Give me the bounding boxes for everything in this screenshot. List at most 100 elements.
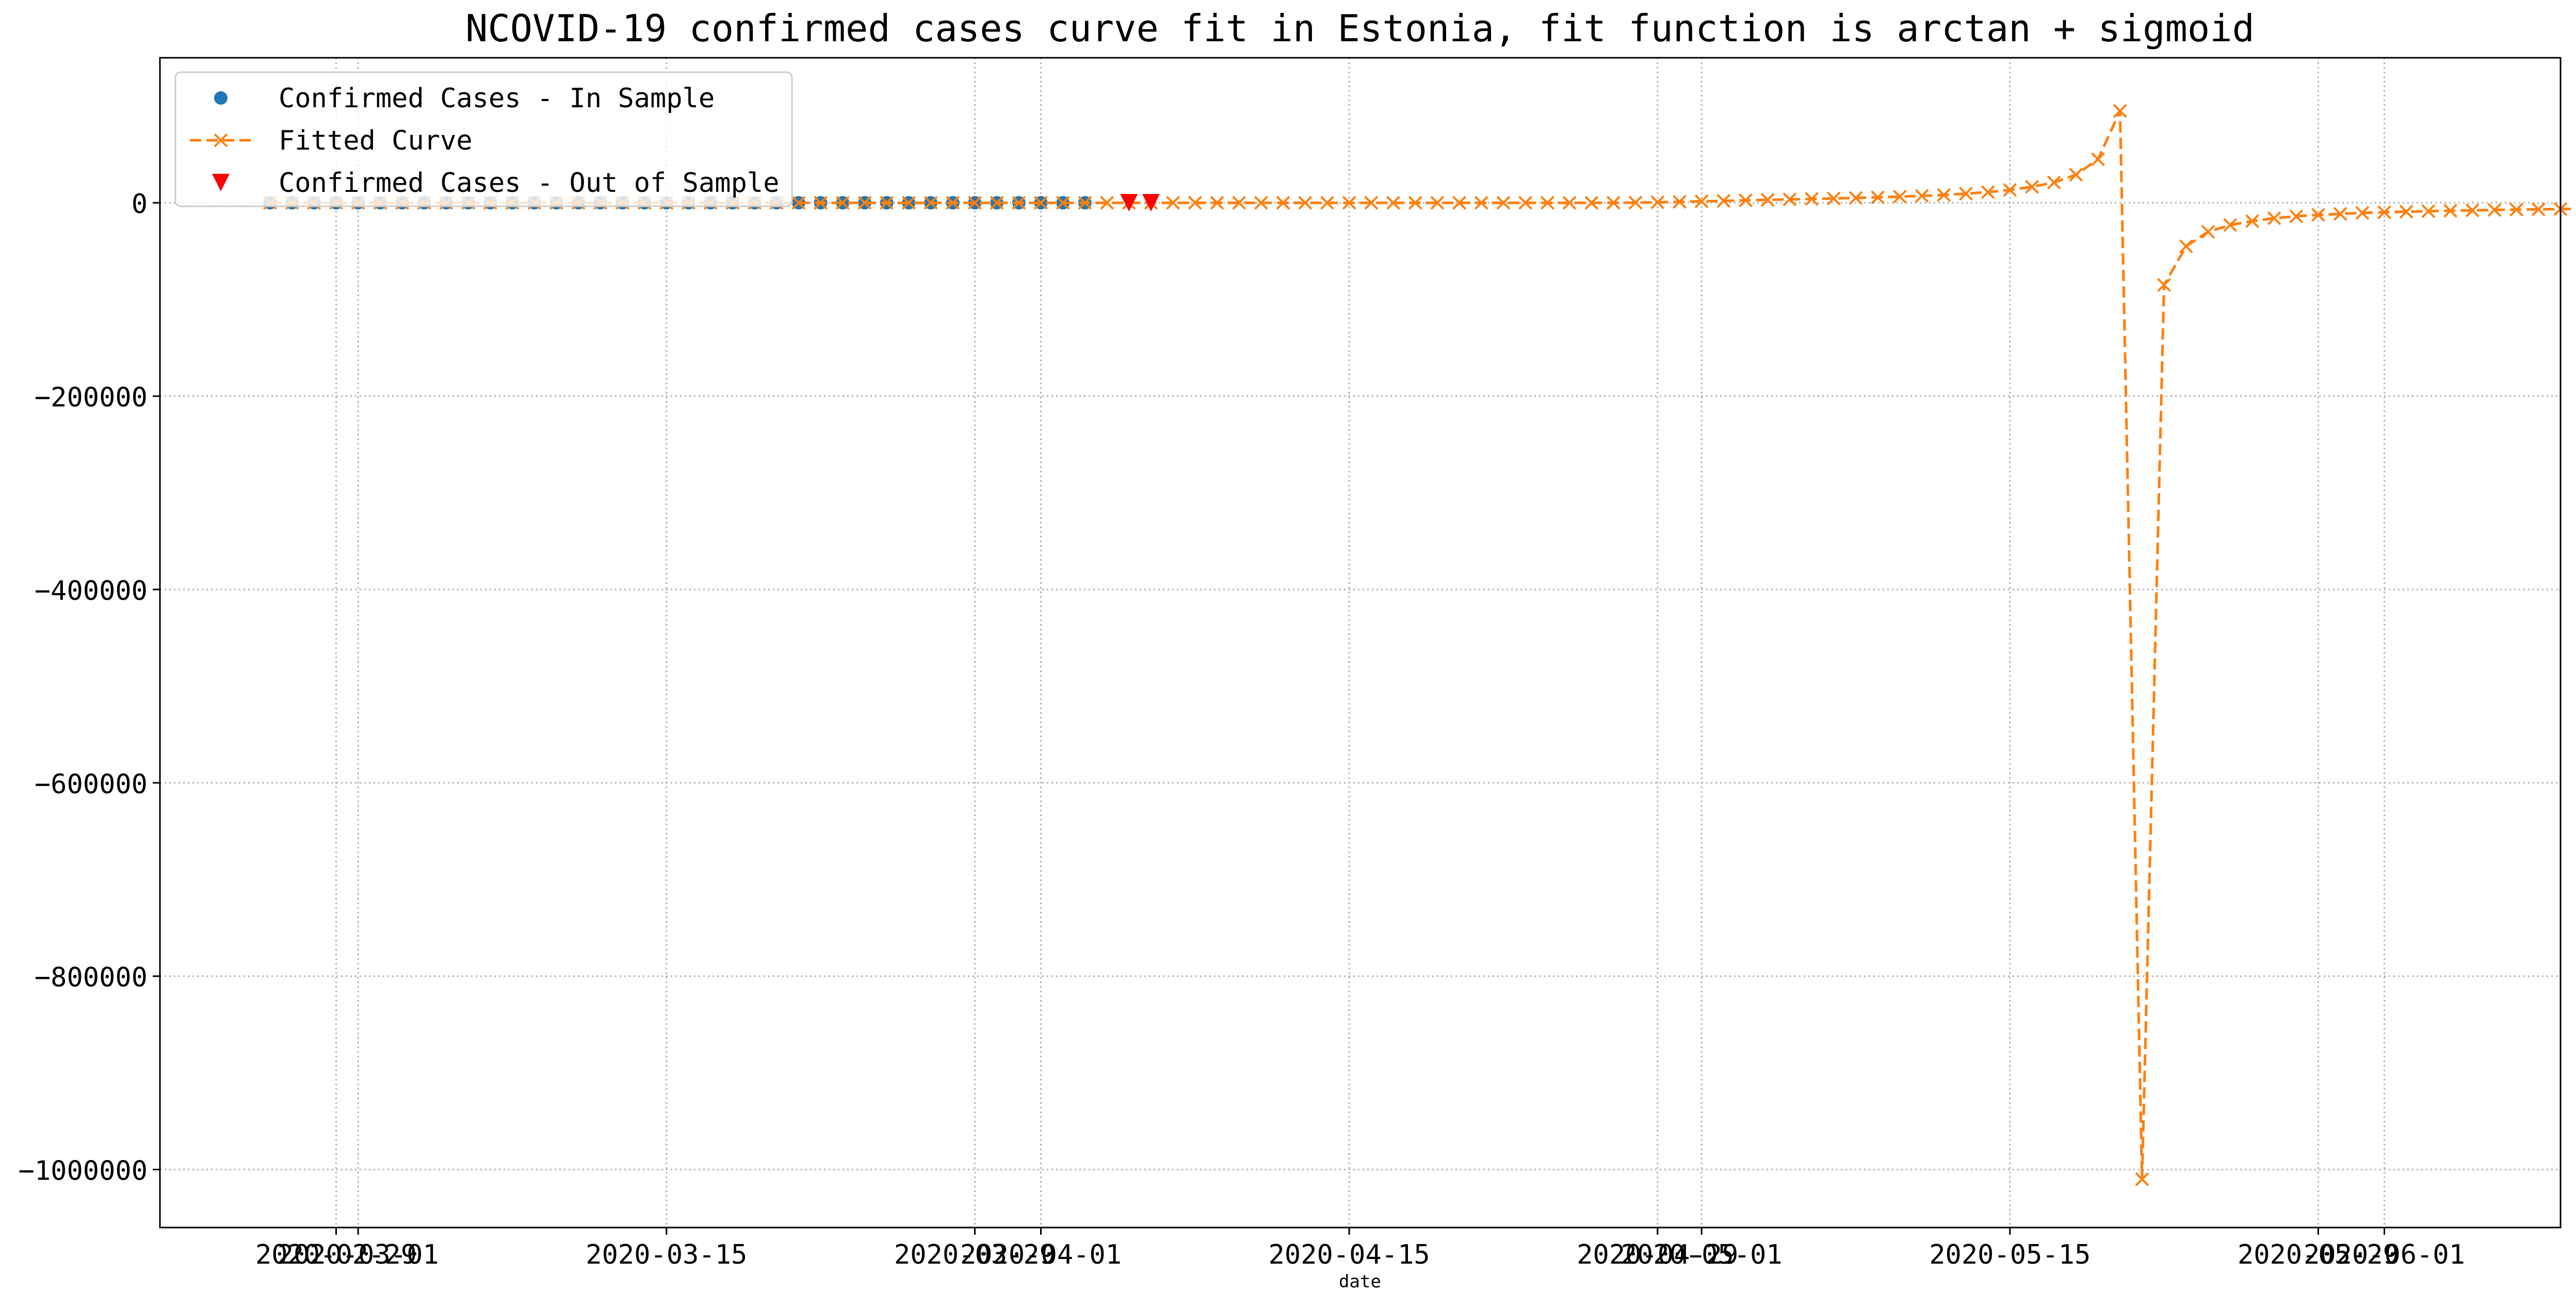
legend-entry: Fitted Curve <box>190 125 473 156</box>
legend: Confirmed Cases - In Sample Fitted Curve C… <box>174 71 793 207</box>
fitted-point <box>2509 203 2524 217</box>
fitted-point <box>2399 204 2413 219</box>
fitted-point <box>1650 195 1665 209</box>
y-tick-label: 0 <box>132 189 148 220</box>
grid <box>160 58 2561 1228</box>
fitted-point <box>857 195 872 210</box>
plot-frame <box>159 57 2562 1229</box>
x-tick-label: 2020-03-15 <box>586 1239 747 1270</box>
legend-marker <box>212 174 230 191</box>
x-tick-label: 2020-03-01 <box>278 1239 439 1270</box>
fitted-point <box>1937 188 1951 202</box>
fitted-point <box>2157 278 2172 292</box>
fitted-point <box>2113 104 2127 118</box>
legend-marker <box>214 91 228 105</box>
legend-entry: Confirmed Cases - In Sample <box>214 83 715 114</box>
fitted-point <box>2135 1172 2149 1186</box>
fitted-point <box>2289 209 2304 223</box>
y-tick-label: −800000 <box>35 962 148 993</box>
fitted-point <box>1716 193 1731 208</box>
fitted-point <box>2311 208 2325 222</box>
fitted-point <box>2069 168 2083 182</box>
fitted-point <box>990 195 1004 210</box>
fitted-point <box>1408 195 1422 210</box>
x-tick-label: 2020-03-29 <box>894 1239 1056 1270</box>
fitted-point <box>2223 218 2238 232</box>
fitted-point <box>1034 195 1048 210</box>
fitted-point <box>835 195 850 210</box>
x-tick-label: 2020-06-01 <box>2304 1239 2465 1270</box>
x-axis-label: date <box>1339 1271 1381 1292</box>
fitted-point <box>1673 194 1687 209</box>
fitted-point <box>1430 195 1445 210</box>
fitted-point <box>1496 195 1511 210</box>
fitted-point <box>2267 211 2281 225</box>
axes: 0 −200000 −400000 −600000 −800000 −1000000 202… <box>19 189 2465 1270</box>
fitted-point <box>1892 189 1907 204</box>
fitted-point <box>2047 175 2061 190</box>
plot-area <box>160 58 2561 1228</box>
fitted-point <box>2531 202 2546 217</box>
fitted-point <box>1981 185 1995 199</box>
chart-title: NCOVID-19 confirmed cases curve fit in E… <box>465 7 2255 50</box>
fitted-point <box>1474 195 1488 210</box>
x-tick-label: 2020-05-15 <box>1929 1239 2091 1270</box>
legend-label: Confirmed Cases - Out of Sample <box>279 168 780 199</box>
fitted-point <box>1694 194 1709 208</box>
fitted-point <box>1276 195 1290 210</box>
fitted-point <box>1298 195 1313 210</box>
legend-entry: Confirmed Cases - Out of Sample <box>212 168 780 199</box>
fitted-point <box>1540 195 1554 210</box>
fitted-point <box>2377 205 2391 219</box>
fitted-point <box>814 195 828 210</box>
x-tick-label: 2020-04-01 <box>960 1239 1122 1270</box>
fitted-point <box>1783 192 1797 207</box>
fitted-point <box>1849 191 1863 205</box>
fitted-point <box>1100 195 1114 210</box>
fitted-point <box>1584 195 1599 210</box>
fitted-point <box>1166 195 1180 210</box>
y-tick-label: −1000000 <box>19 1156 148 1187</box>
fitted-point <box>2091 152 2105 167</box>
y-tick-label: −400000 <box>35 576 148 607</box>
fitted-point <box>1628 195 1643 210</box>
y-tick-label: −200000 <box>35 382 148 413</box>
fitted-point <box>1562 195 1577 210</box>
fitted-point <box>1012 195 1026 210</box>
fitted-point <box>901 195 916 210</box>
fitted-point <box>1871 190 1885 205</box>
out-of-sample-point <box>1142 194 1160 212</box>
fitted-point <box>2443 204 2457 218</box>
fitted-point <box>2487 203 2502 217</box>
y-tick-label: −600000 <box>35 769 148 800</box>
x-tick-label: 2020-04-29 <box>1577 1239 1738 1270</box>
x-tick-label: 2020-05-01 <box>1621 1239 1783 1270</box>
series-2 <box>1120 194 1160 212</box>
fitted-point <box>1760 193 1775 207</box>
out-of-sample-point <box>1120 194 1138 212</box>
fitted-point <box>2179 239 2193 253</box>
legend-marker <box>214 133 228 148</box>
fitted-point <box>1078 195 1092 210</box>
fitted-point <box>1188 195 1202 210</box>
fitted-point <box>2333 207 2347 221</box>
fitted-point <box>1232 195 1246 210</box>
fitted-point <box>2003 183 2017 197</box>
fitted-point <box>1342 195 1356 210</box>
fitted-point <box>1210 195 1224 210</box>
fitted-point <box>1254 195 1268 210</box>
fitted-point <box>880 195 894 210</box>
fitted-point <box>791 195 806 210</box>
fitted-point <box>2025 179 2039 194</box>
fitted-point <box>1386 195 1400 210</box>
legend-label: Confirmed Cases - In Sample <box>279 83 715 114</box>
fitted-point <box>1518 195 1533 210</box>
fitted-point <box>1959 187 1973 201</box>
fitted-point <box>2465 203 2480 218</box>
x-tick-label: 2020-04-15 <box>1269 1239 1430 1270</box>
fitted-point <box>946 195 960 210</box>
fitted-point <box>924 195 938 210</box>
fitted-point <box>1452 195 1467 210</box>
fitted-point <box>1320 195 1334 210</box>
